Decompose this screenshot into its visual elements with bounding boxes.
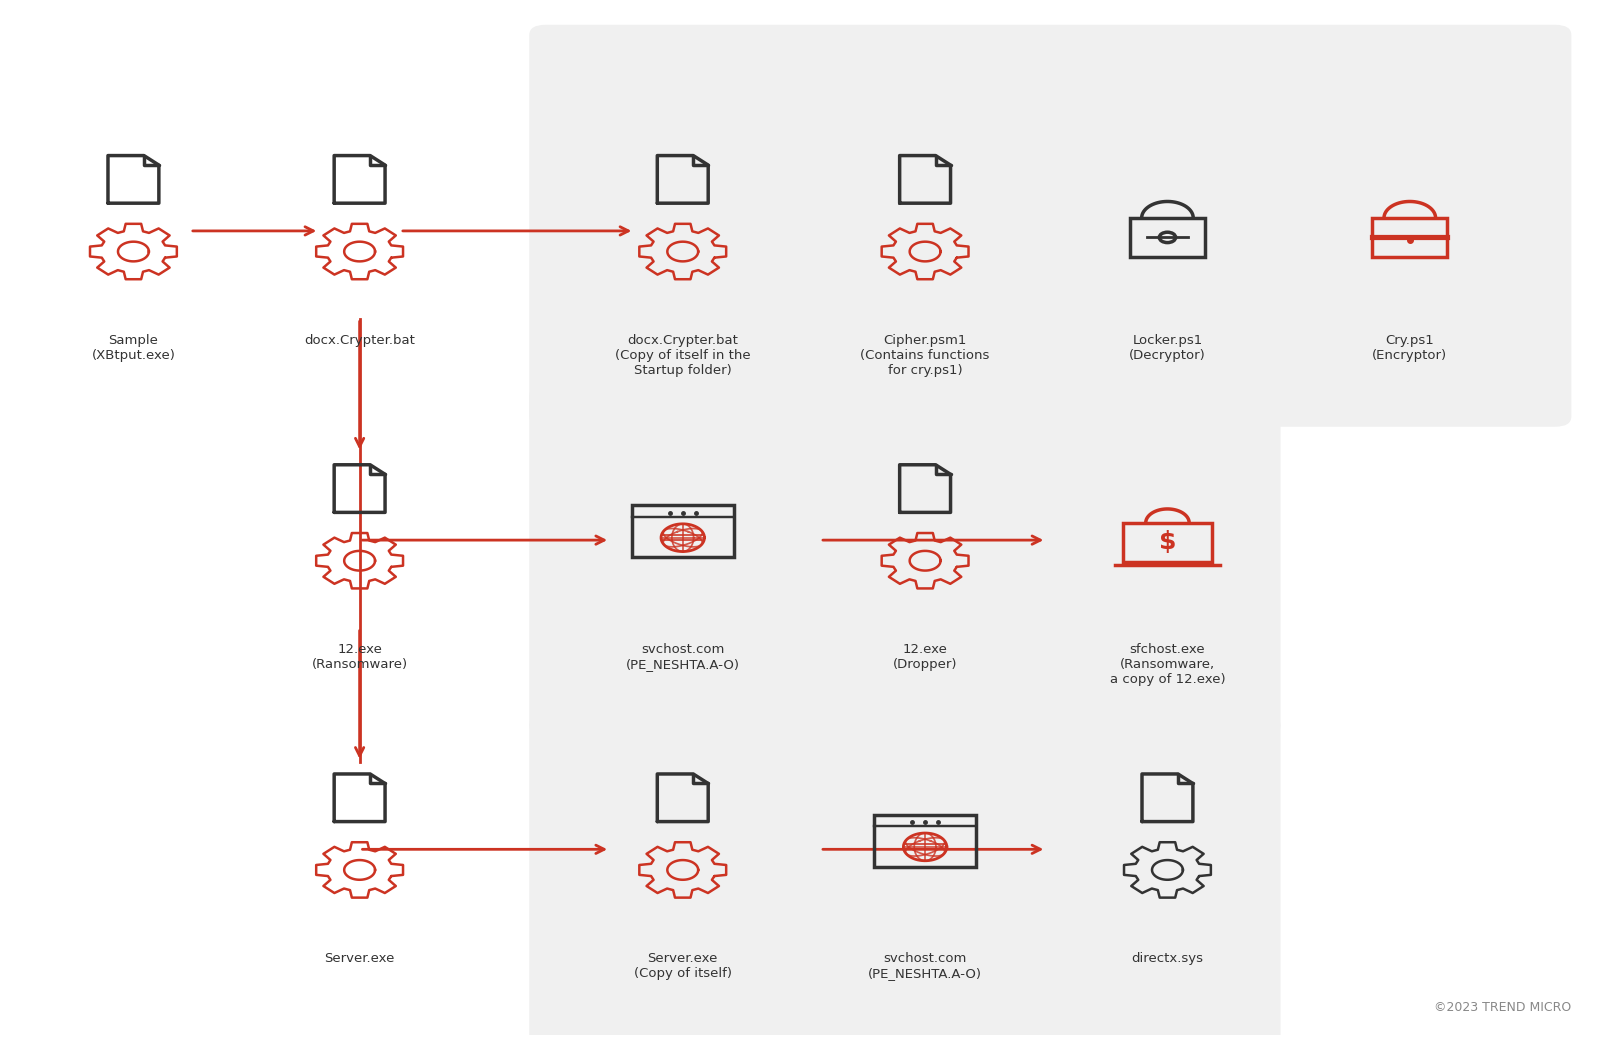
Text: Cipher.psm1
(Contains functions
for cry.ps1): Cipher.psm1 (Contains functions for cry.…: [860, 334, 988, 377]
Text: Locker.ps1
(Decryptor): Locker.ps1 (Decryptor): [1128, 334, 1206, 362]
Text: 12.exe
(Ransomware): 12.exe (Ransomware): [312, 643, 407, 671]
FancyBboxPatch shape: [529, 715, 1281, 1039]
Bar: [631, 506, 734, 558]
Text: sfchost.exe
(Ransomware,
a copy of 12.exe): sfchost.exe (Ransomware, a copy of 12.ex…: [1109, 643, 1224, 686]
FancyBboxPatch shape: [529, 25, 1571, 427]
Bar: [1130, 218, 1204, 257]
Bar: [873, 815, 975, 867]
Bar: [1371, 218, 1446, 257]
Text: Server.exe: Server.exe: [325, 953, 394, 965]
Text: ©2023 TREND MICRO: ©2023 TREND MICRO: [1433, 1002, 1571, 1014]
Text: directx.sys: directx.sys: [1131, 953, 1203, 965]
FancyBboxPatch shape: [537, 720, 1272, 1039]
Text: $: $: [1157, 530, 1175, 554]
FancyBboxPatch shape: [529, 385, 1281, 736]
Text: docx.Crypter.bat: docx.Crypter.bat: [304, 334, 415, 347]
FancyBboxPatch shape: [537, 30, 1563, 422]
Text: docx.Crypter.bat
(Copy of itself in the
Startup folder): docx.Crypter.bat (Copy of itself in the …: [615, 334, 750, 377]
Text: 12.exe
(Dropper): 12.exe (Dropper): [893, 643, 956, 671]
Text: Server.exe
(Copy of itself): Server.exe (Copy of itself): [633, 953, 732, 981]
Text: Sample
(XBtput.exe): Sample (XBtput.exe): [91, 334, 175, 362]
Text: Cry.ps1
(Encryptor): Cry.ps1 (Encryptor): [1371, 334, 1446, 362]
Text: svchost.com
(PE_NESHTA.A-O): svchost.com (PE_NESHTA.A-O): [868, 953, 982, 981]
Bar: [1123, 523, 1211, 562]
Text: svchost.com
(PE_NESHTA.A-O): svchost.com (PE_NESHTA.A-O): [625, 643, 740, 671]
FancyBboxPatch shape: [537, 391, 1272, 730]
